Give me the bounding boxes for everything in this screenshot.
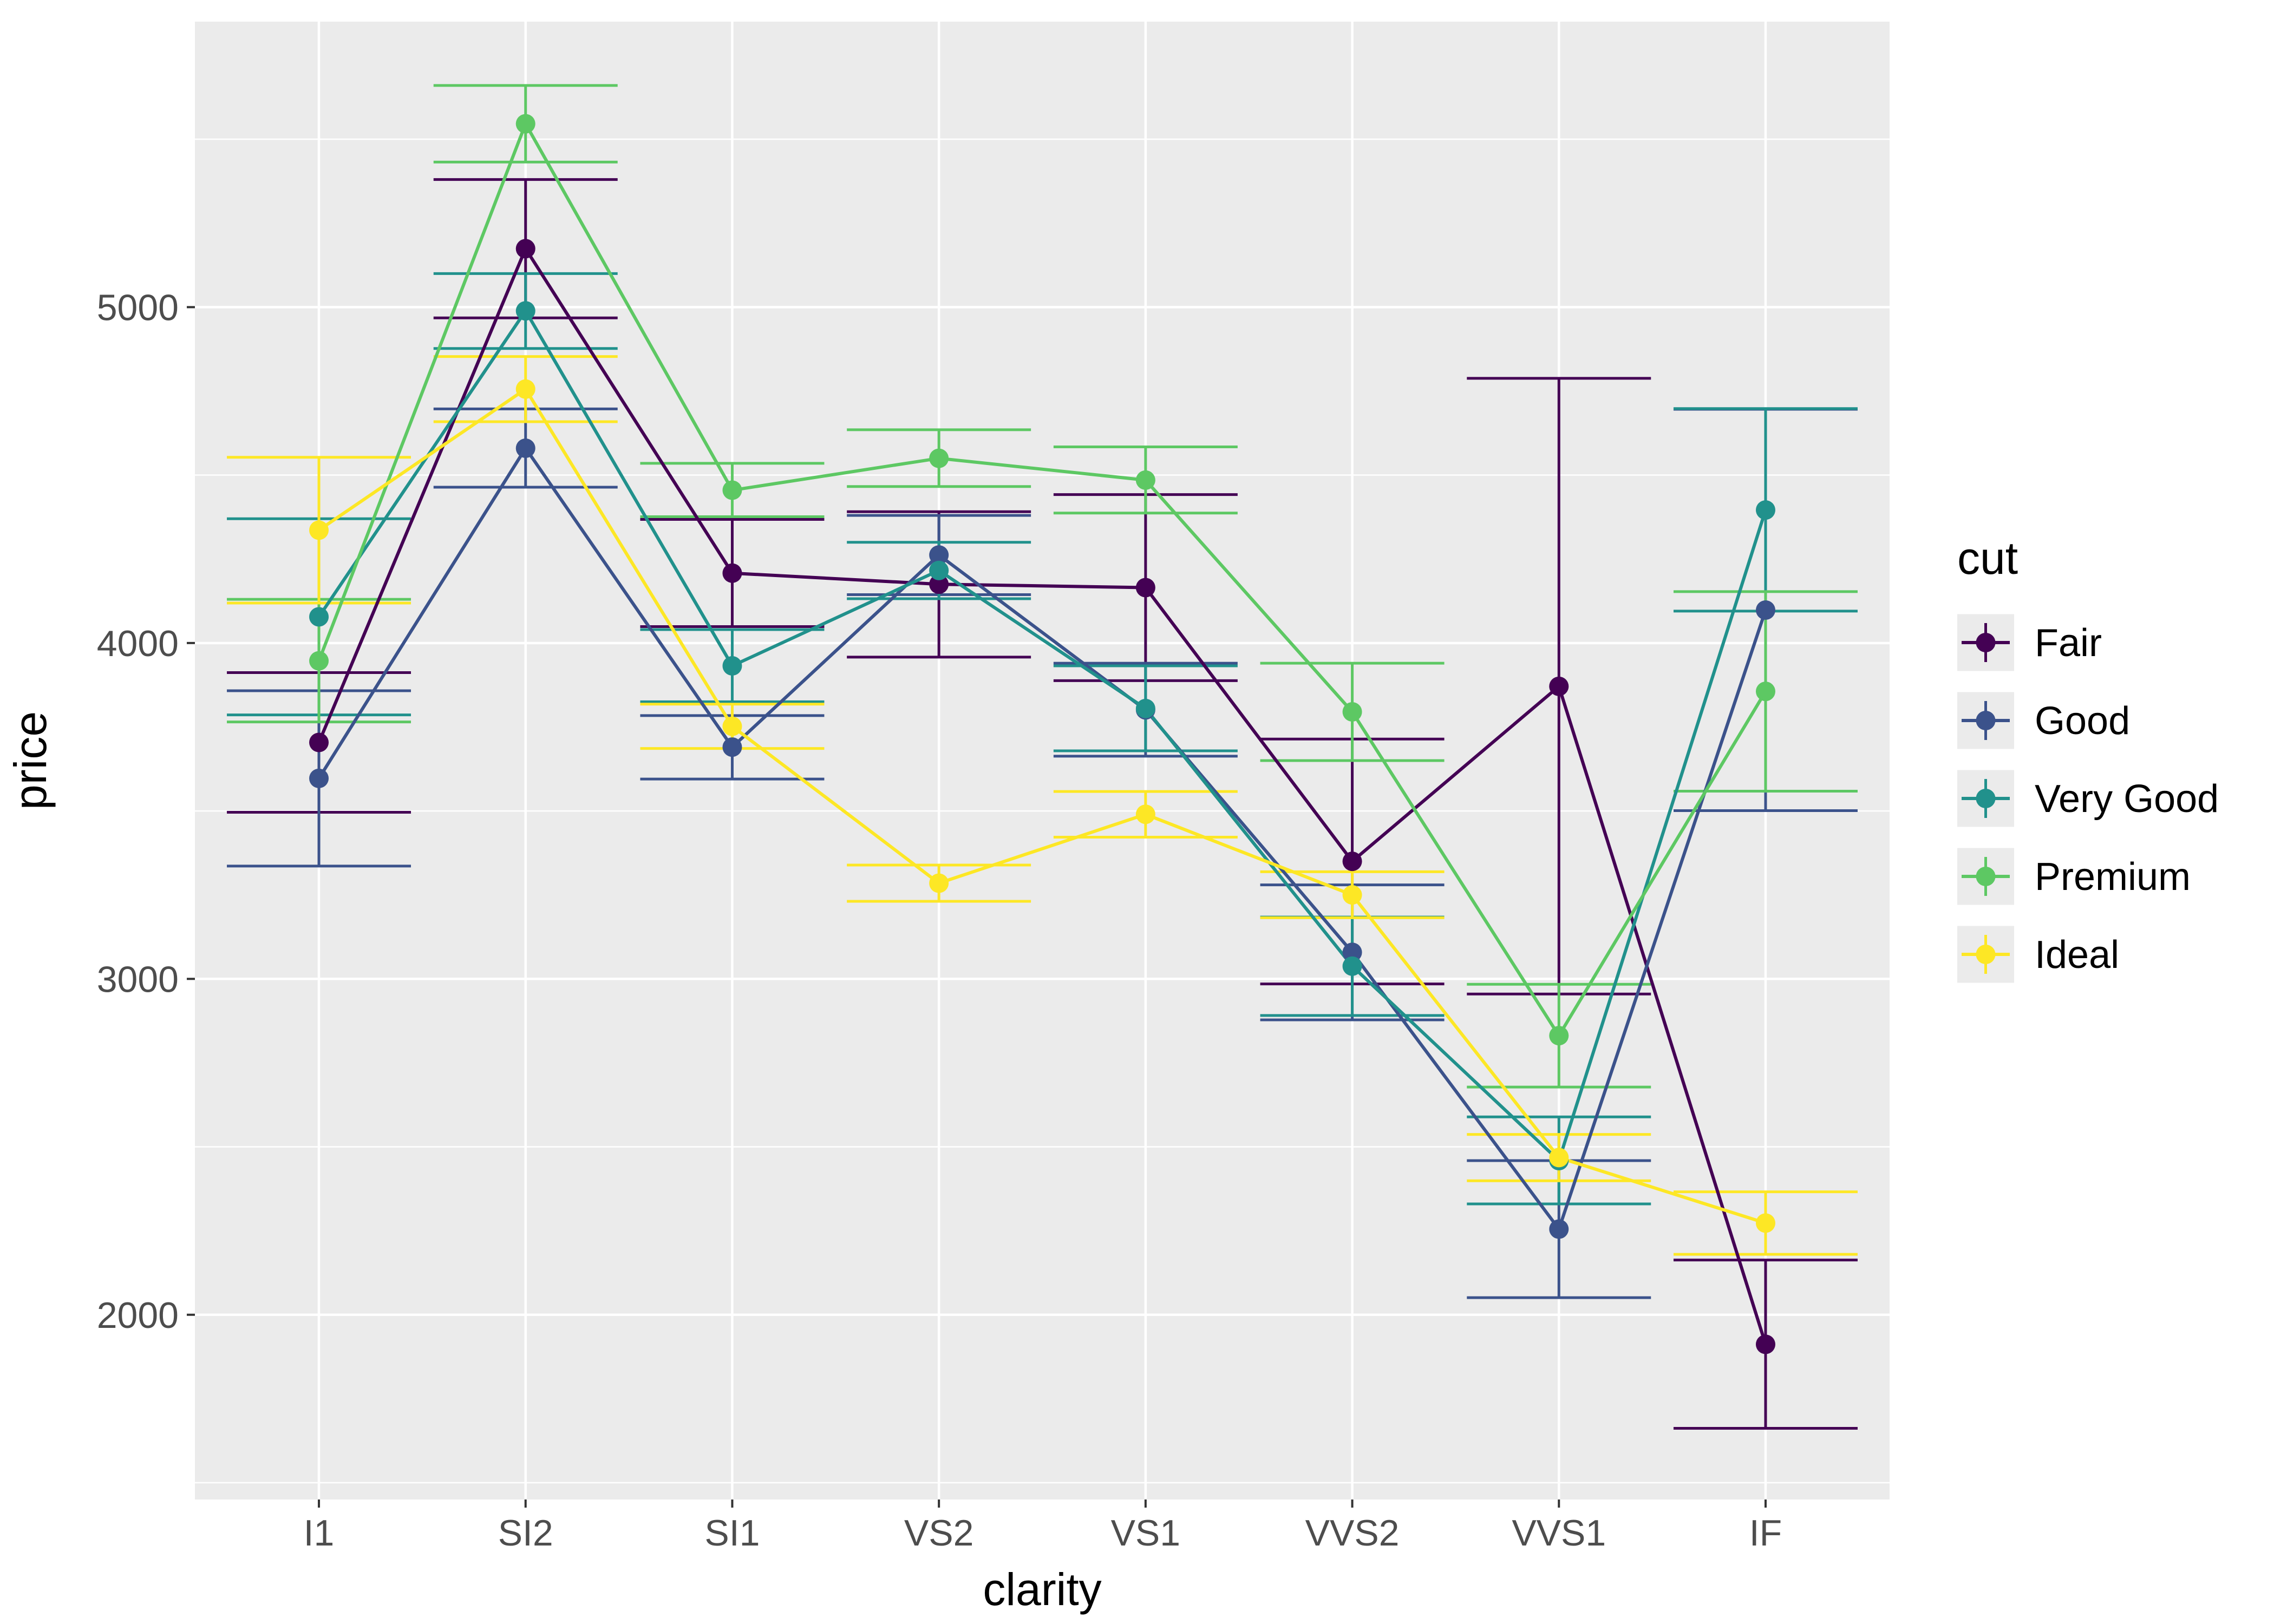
- data-point: [515, 438, 535, 458]
- data-point: [1755, 500, 1775, 520]
- y-axis-title: price: [5, 711, 56, 810]
- y-tick-label: 4000: [97, 623, 179, 664]
- data-point: [722, 480, 742, 500]
- data-point: [309, 520, 329, 540]
- legend-label: Good: [2035, 699, 2130, 743]
- data-point: [722, 716, 742, 736]
- legend-label: Fair: [2035, 621, 2102, 665]
- x-tick-label: VS2: [904, 1512, 974, 1554]
- legend-item-ideal: Ideal: [1957, 926, 2119, 983]
- legend: Fair Good Very Good Premium Ideal: [1957, 614, 2219, 983]
- y-tick-label: 2000: [97, 1295, 179, 1336]
- legend-key-point: [1976, 789, 1996, 808]
- x-tick-label: I1: [304, 1512, 335, 1554]
- x-tick-label: VVS2: [1305, 1512, 1400, 1554]
- legend-key-point: [1976, 633, 1996, 652]
- series-layer: [227, 84, 1858, 1430]
- data-point: [722, 656, 742, 676]
- legend-item-premium: Premium: [1957, 848, 2191, 905]
- data-point: [929, 448, 949, 468]
- x-tick-label: VVS1: [1512, 1512, 1606, 1554]
- data-point: [1135, 804, 1155, 824]
- data-point: [1342, 885, 1362, 905]
- x-tick-label: SI1: [704, 1512, 760, 1554]
- data-point: [722, 563, 742, 583]
- data-point: [929, 574, 949, 594]
- data-point: [1755, 600, 1775, 620]
- panel-background: [195, 22, 1890, 1499]
- y-tick-label: 5000: [97, 287, 179, 328]
- legend-key-point: [1976, 867, 1996, 886]
- data-point: [929, 560, 949, 580]
- legend-label: Ideal: [2035, 933, 2119, 977]
- data-point: [1549, 1026, 1569, 1046]
- data-point: [309, 607, 329, 627]
- axes-layer: 2000 3000 4000 5000 I1 SI2 SI1 VS2 VS1 VVS2 VVS1 IF: [97, 287, 1782, 1554]
- data-point: [1549, 1219, 1569, 1239]
- series-line-premium: [317, 120, 1767, 1039]
- x-axis-title: clarity: [983, 1564, 1101, 1615]
- legend-key-point: [1976, 945, 1996, 964]
- data-point: [1549, 1148, 1569, 1168]
- data-point: [929, 873, 949, 893]
- legend-item-good: Good: [1957, 692, 2130, 749]
- data-point: [1755, 682, 1775, 702]
- data-point: [929, 545, 949, 565]
- data-point: [1342, 942, 1362, 962]
- series-line-ideal: [318, 387, 1766, 1225]
- legend-title: cut: [1957, 533, 2018, 584]
- data-point: [722, 737, 742, 757]
- data-point: [515, 301, 535, 321]
- plot-panel: [195, 22, 1890, 1499]
- legend-label: Very Good: [2035, 777, 2219, 821]
- data-point: [515, 239, 535, 259]
- data-point: [1755, 1334, 1775, 1354]
- series-line-very-good: [317, 307, 1767, 1164]
- x-tick-label: SI2: [498, 1512, 553, 1554]
- series-line-good: [317, 445, 1767, 1233]
- series-line-fair: [317, 245, 1767, 1345]
- data-point: [1135, 578, 1155, 598]
- data-point: [309, 732, 329, 752]
- legend-label: Premium: [2035, 855, 2191, 899]
- legend-item-very-good: Very Good: [1957, 770, 2219, 827]
- data-point: [1135, 470, 1155, 490]
- data-point: [1135, 698, 1155, 718]
- data-point: [515, 114, 535, 134]
- data-point: [1342, 956, 1362, 976]
- data-point: [309, 651, 329, 671]
- x-tick-label: VS1: [1111, 1512, 1181, 1554]
- y-tick-label: 3000: [97, 959, 179, 1000]
- data-point: [1342, 702, 1362, 722]
- legend-item-fair: Fair: [1957, 614, 2102, 671]
- data-point: [309, 768, 329, 788]
- x-tick-label: IF: [1749, 1512, 1782, 1554]
- legend-key-point: [1976, 711, 1996, 730]
- data-point: [1342, 852, 1362, 872]
- data-point: [515, 379, 535, 399]
- data-point: [1549, 676, 1569, 696]
- data-point: [1755, 1213, 1775, 1233]
